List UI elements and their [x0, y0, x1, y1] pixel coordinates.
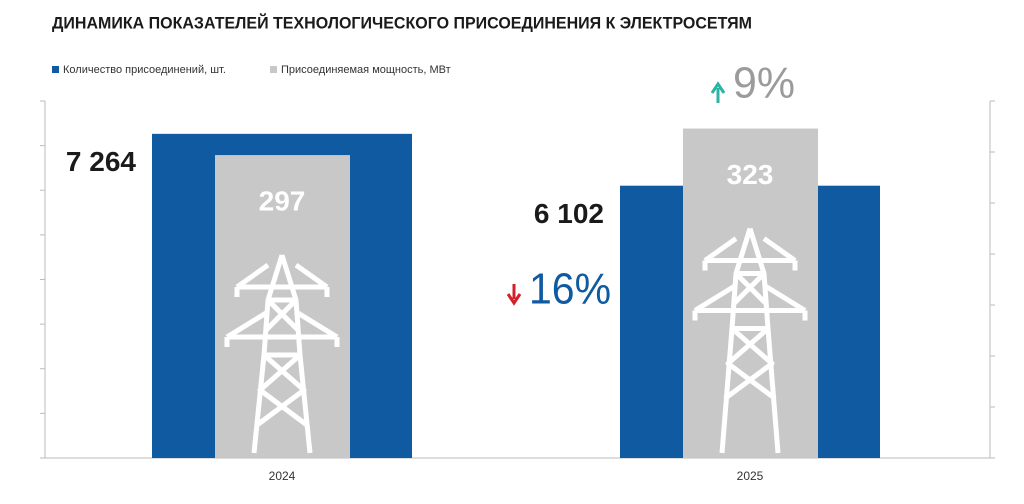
down-arrow	[506, 284, 522, 306]
data-label: 323	[727, 159, 774, 190]
tower-icon	[224, 254, 340, 454]
tower-icon	[692, 227, 808, 454]
chart-title: ДИНАМИКА ПОКАЗАТЕЛЕЙ ТЕХНОЛОГИЧЕСКОГО ПР…	[52, 13, 752, 32]
legend-label: Присоединяемая мощность, МВт	[281, 64, 451, 76]
up-arrow	[710, 81, 726, 103]
annotation: 9%	[733, 59, 795, 108]
x-tick-label: 2025	[737, 469, 764, 483]
legend-swatch	[52, 66, 59, 73]
x-tick-label: 2024	[269, 469, 296, 483]
data-label: 7 264	[66, 146, 136, 177]
bar	[683, 128, 818, 459]
data-label: 6 102	[534, 198, 604, 229]
data-label: 297	[259, 185, 306, 216]
legend-swatch	[270, 66, 277, 73]
legend-label: Количество присоединений, шт.	[63, 64, 226, 76]
annotation: 16%	[529, 265, 611, 314]
